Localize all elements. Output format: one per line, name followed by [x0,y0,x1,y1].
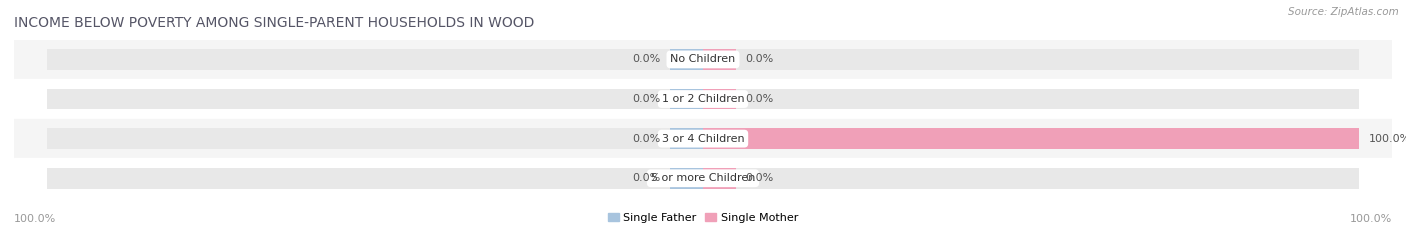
Text: 0.0%: 0.0% [745,94,773,104]
Bar [46,49,703,70]
Bar [671,128,703,149]
Bar [46,168,703,188]
Text: 5 or more Children: 5 or more Children [651,173,755,183]
Text: 0.0%: 0.0% [745,173,773,183]
Bar [703,128,1360,149]
Text: 0.0%: 0.0% [633,94,661,104]
Bar [14,119,1392,158]
Bar [671,49,703,70]
Text: No Children: No Children [671,55,735,64]
Text: 100.0%: 100.0% [1350,214,1392,224]
Bar [703,128,1360,149]
Bar [703,89,1360,109]
Bar [703,49,735,70]
Text: 100.0%: 100.0% [1369,134,1406,144]
Text: 1 or 2 Children: 1 or 2 Children [662,94,744,104]
Bar [46,89,703,109]
Bar [671,168,703,188]
Legend: Single Father, Single Mother: Single Father, Single Mother [603,209,803,227]
Text: Source: ZipAtlas.com: Source: ZipAtlas.com [1288,7,1399,17]
Bar [14,79,1392,119]
Text: 0.0%: 0.0% [633,173,661,183]
Bar [46,128,703,149]
Bar [14,40,1392,79]
Bar [703,168,1360,188]
Text: 0.0%: 0.0% [633,134,661,144]
Bar [671,89,703,109]
Bar [703,49,1360,70]
Text: 100.0%: 100.0% [14,214,56,224]
Text: INCOME BELOW POVERTY AMONG SINGLE-PARENT HOUSEHOLDS IN WOOD: INCOME BELOW POVERTY AMONG SINGLE-PARENT… [14,16,534,30]
Bar [703,89,735,109]
Bar [14,158,1392,198]
Text: 0.0%: 0.0% [745,55,773,64]
Text: 3 or 4 Children: 3 or 4 Children [662,134,744,144]
Bar [703,168,735,188]
Text: 0.0%: 0.0% [633,55,661,64]
